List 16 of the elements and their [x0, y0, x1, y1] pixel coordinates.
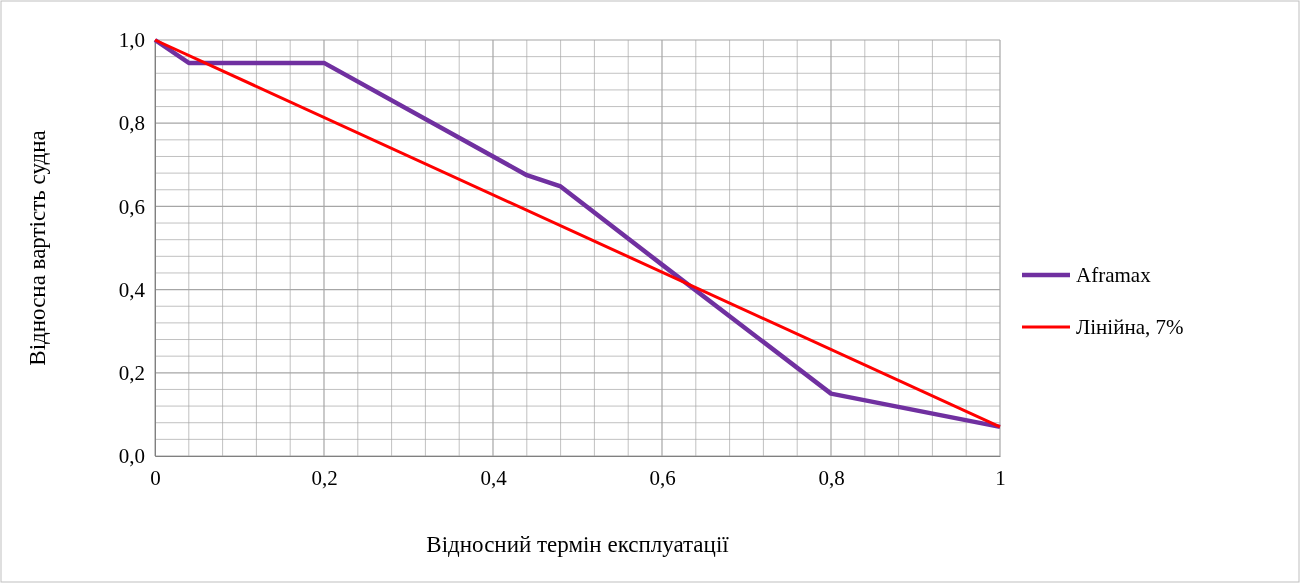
- x-tick-label: 0,2: [311, 465, 338, 490]
- x-tick-label: 1: [995, 465, 1006, 490]
- y-tick-label: 0,6: [118, 194, 145, 219]
- x-tick-label: 0: [150, 465, 161, 490]
- y-tick-label: 0,4: [118, 277, 146, 302]
- y-tick-label: 0,2: [118, 361, 145, 386]
- y-tick-label: 1,0: [118, 28, 145, 53]
- legend-label: Aframax: [1076, 263, 1152, 287]
- x-tick-label: 0,4: [480, 465, 508, 490]
- legend-label: Лінійна, 7%: [1076, 315, 1184, 339]
- x-axis-title: Відносний термін експлуатації: [426, 532, 730, 557]
- y-tick-label: 0,0: [118, 444, 145, 469]
- x-tick-label: 0,8: [818, 465, 845, 490]
- y-tick-label: 0,8: [118, 111, 145, 136]
- y-axis-title: Відносна вартість судна: [25, 130, 50, 366]
- x-tick-label: 0,6: [649, 465, 676, 490]
